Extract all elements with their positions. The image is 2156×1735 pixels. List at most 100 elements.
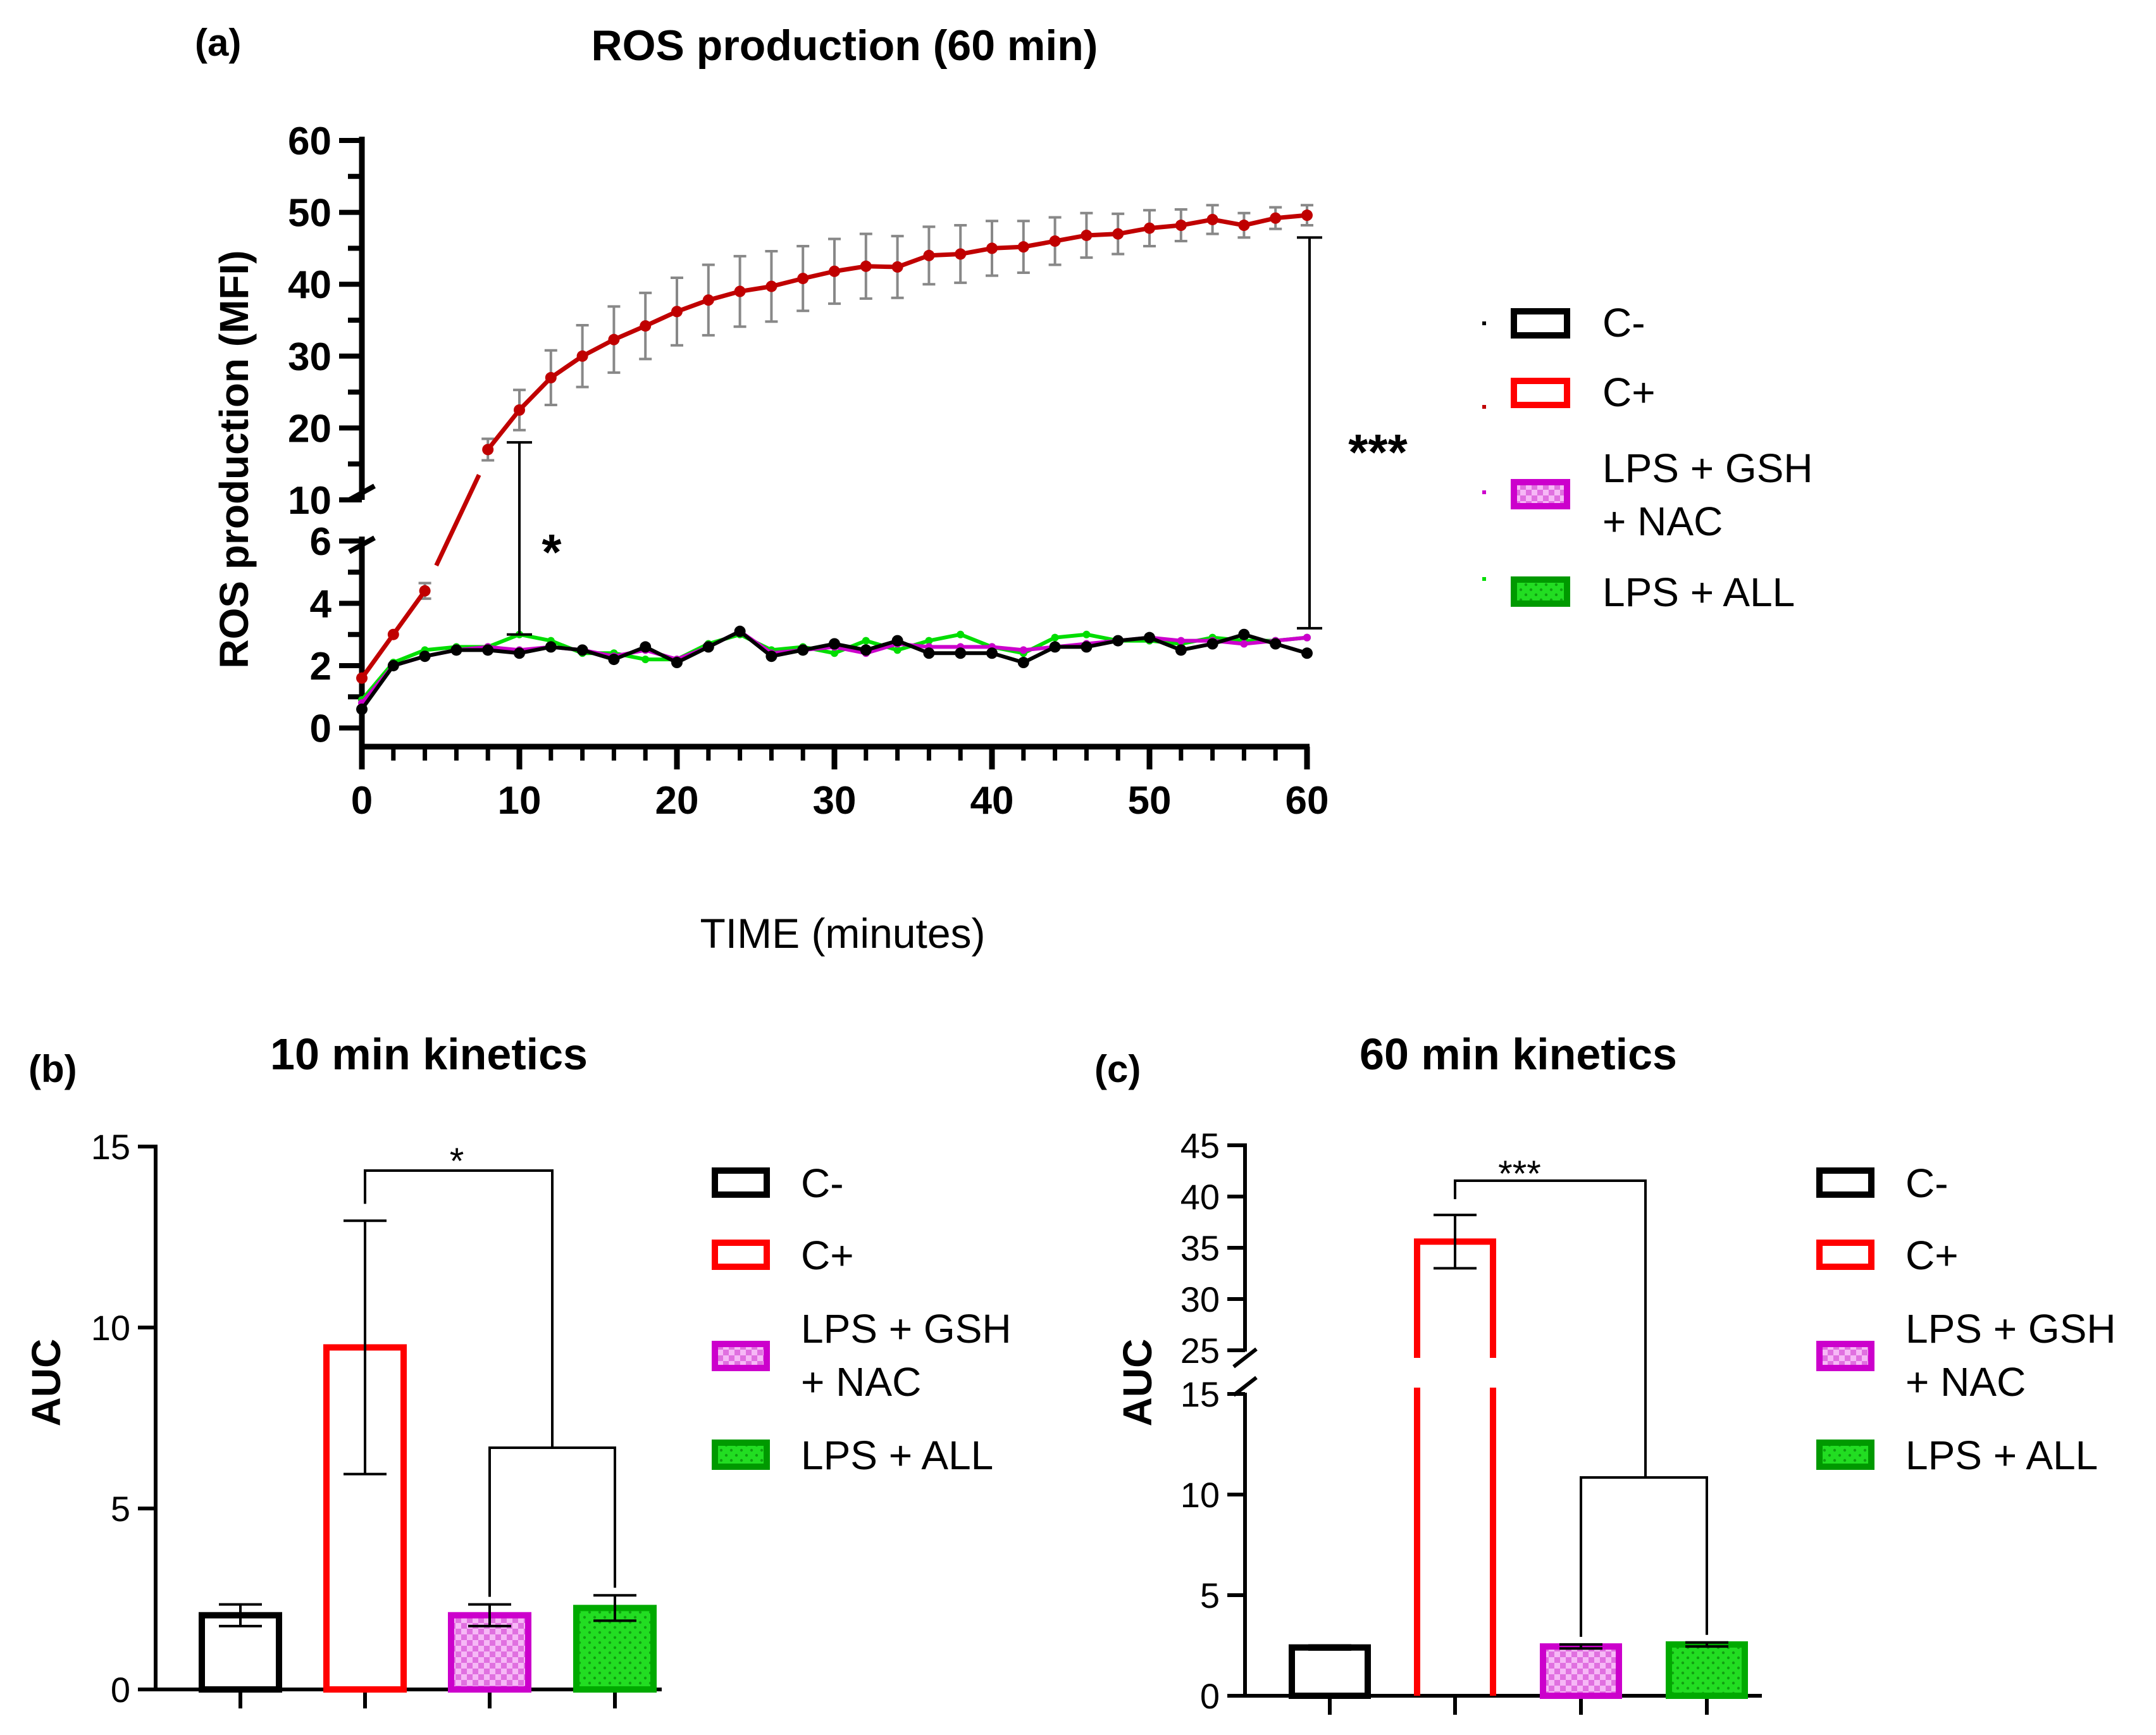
data-point [1081, 229, 1093, 241]
legend-label-gsh-nac-line2: + NAC [1905, 1359, 2026, 1405]
data-point [671, 657, 683, 669]
data-point [702, 641, 714, 653]
legend-swatch-c-minus [1816, 1167, 1874, 1198]
bar-rect [1289, 1644, 1371, 1699]
legend-label-gsh-nac-line1: LPS + GSH [1602, 445, 1813, 491]
data-point [387, 628, 399, 640]
data-point [891, 261, 903, 273]
data-point [957, 630, 965, 638]
y-tick-label: 30 [1180, 1279, 1220, 1319]
data-point [514, 404, 525, 416]
data-point [860, 644, 872, 656]
panel-c-legend: C- C+ LPS + GSH + NAC LPS + ALL [1816, 1160, 2116, 1478]
panel-c-y-axis-label: AUC [1115, 1339, 1160, 1427]
legend-swatch-gsh-nac [712, 1341, 770, 1371]
legend-swatch-lps-all [1816, 1440, 1874, 1470]
bar-lps-gsh-nac [1540, 1643, 1622, 1700]
y-tick-label: 40 [1180, 1177, 1220, 1217]
legend-label-c-minus: C- [801, 1160, 844, 1206]
significance-bracket [1454, 1179, 1647, 1477]
legend-marker-c-plus [1482, 405, 1486, 409]
legend-swatch-c-plus [1816, 1240, 1874, 1270]
data-point [1017, 241, 1029, 253]
data-point [640, 320, 652, 332]
panel-a-x-tick-label: 60 [1286, 779, 1329, 823]
panel-a-x-tick-label: 0 [351, 779, 373, 823]
legend-label-lps-all: LPS + ALL [1602, 569, 1795, 615]
series-c- [356, 625, 1313, 715]
data-point [387, 659, 399, 671]
panel-a-y-tick-label: 40 [288, 263, 331, 307]
legend-label-lps-all: LPS + ALL [1905, 1433, 2098, 1478]
data-point [1112, 228, 1124, 240]
legend-swatch-c-minus [1511, 308, 1570, 339]
data-point [608, 333, 620, 345]
data-point [419, 650, 431, 662]
data-point [1303, 633, 1311, 642]
series-line-bridge [434, 473, 481, 567]
data-point [356, 672, 368, 684]
series-c- [356, 204, 1313, 684]
panel-a-y-tick-label: 6 [310, 520, 331, 564]
data-point [829, 638, 840, 650]
data-point [955, 647, 967, 659]
panel-a-y-tick-label: 60 [288, 120, 331, 163]
data-point [893, 646, 901, 654]
bar-c- [199, 1603, 282, 1693]
data-point [482, 644, 494, 656]
data-point [450, 644, 462, 656]
data-point [765, 650, 778, 662]
data-point [829, 265, 840, 277]
bar-lps-all [1666, 1641, 1748, 1699]
data-point [1082, 630, 1091, 638]
data-point [1206, 213, 1218, 225]
data-point [734, 285, 746, 297]
panel-a-legend: C- C+ LPS + GSH + NAC LPS + ALL [1482, 300, 1813, 615]
panel-a-x-tick-label: 50 [1128, 779, 1172, 823]
data-point [1206, 638, 1218, 650]
data-point [545, 641, 557, 653]
panel-a-x-axis-label: TIME (minutes) [700, 910, 985, 957]
data-point [1081, 641, 1093, 653]
bar-rect [1666, 1641, 1748, 1699]
y-tick-label: 5 [111, 1489, 130, 1529]
data-point [955, 248, 967, 260]
panel-a-y-tick-label: 30 [288, 335, 331, 379]
panel-a-x-tick-label: 30 [813, 779, 857, 823]
y-tick-label: 35 [1180, 1228, 1220, 1268]
legend-swatch-c-plus [1511, 378, 1570, 408]
panel-a-axis-break-mark [348, 535, 376, 554]
panel-a-annotation-triple-star: *** [1348, 424, 1408, 480]
legend-swatch-gsh-nac [1511, 479, 1570, 509]
legend-swatch-lps-all [1511, 576, 1570, 607]
data-point [923, 647, 935, 659]
data-point [860, 260, 872, 272]
significance-bracket-inner [488, 1446, 616, 1597]
data-point [1175, 644, 1187, 656]
data-point [797, 644, 809, 656]
data-point [1051, 633, 1059, 642]
bar-c- [1414, 1214, 1496, 1696]
data-point [891, 635, 903, 647]
panel-a-x-tick-label: 10 [498, 779, 542, 823]
data-point [1301, 647, 1313, 659]
panel-c-label: (c) [1094, 1048, 1141, 1090]
data-point [608, 654, 620, 666]
legend-label-c-plus: C+ [801, 1233, 854, 1278]
data-point [702, 294, 714, 306]
panel-a-x-tick-label: 20 [655, 779, 699, 823]
y-tick-label: 15 [1180, 1374, 1220, 1414]
data-point [545, 371, 557, 383]
legend-label-c-minus: C- [1602, 300, 1645, 345]
bar-c- [1289, 1644, 1371, 1699]
legend-swatch-lps-all [712, 1440, 770, 1470]
legend-marker-c-minus [1482, 321, 1486, 325]
data-point [641, 656, 650, 664]
data-point [356, 703, 368, 715]
data-point [640, 641, 652, 653]
panel-b-y-axis-label: AUC [23, 1339, 69, 1427]
bar-lps-gsh-nac [448, 1603, 531, 1693]
legend-swatch-c-plus [712, 1240, 770, 1270]
